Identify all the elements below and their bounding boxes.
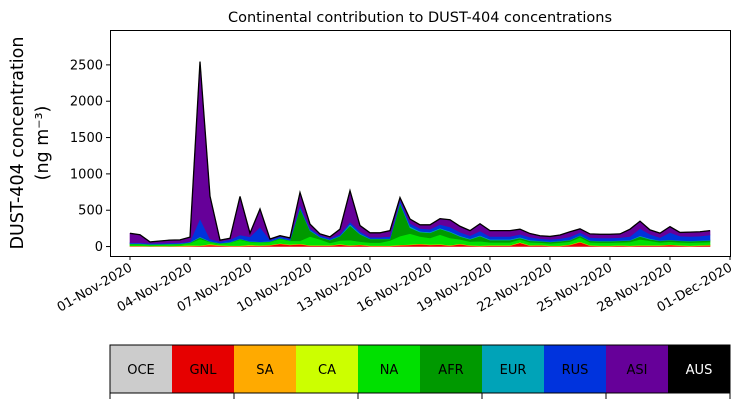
x-axis: 01-Nov-202004-Nov-202007-Nov-202010-Nov-… (55, 256, 735, 316)
legend-label-sa: SA (256, 363, 273, 378)
chart-title: Continental contribution to DUST-404 con… (228, 10, 612, 26)
legend-label-asi: ASI (627, 363, 648, 378)
y-axis-label-line1: DUST-404 concentration (8, 37, 28, 250)
y-axis-label-line2: (ng m⁻³) (33, 106, 53, 181)
y-tick-label: 0 (95, 240, 103, 255)
area-aus (130, 62, 710, 242)
legend-label-rus: RUS (562, 363, 589, 378)
legend-label-eur: EUR (500, 363, 527, 378)
y-axis-label: DUST-404 concentration (ng m⁻³) (8, 37, 53, 250)
legend-label-na: NA (380, 363, 399, 378)
legend-colorbar: OCE GNL SA CA NA AFR EUR RUS ASI AUS (110, 345, 731, 399)
legend-label-aus: AUS (686, 363, 713, 378)
y-tick-label: 1500 (70, 131, 103, 146)
legend-label-gnl: GNL (189, 363, 217, 378)
legend-label-ca: CA (318, 363, 336, 378)
y-axis: 0 500 1000 1500 2000 2500 (70, 58, 110, 255)
area-asi (130, 62, 710, 244)
y-tick-label: 1000 (70, 167, 103, 182)
y-tick-label: 2500 (70, 58, 103, 73)
y-tick-label: 500 (78, 204, 103, 219)
legend-label-oce: OCE (127, 363, 155, 378)
area-series-group (130, 62, 710, 247)
y-tick-label: 2000 (70, 95, 103, 110)
legend-label-afr: AFR (438, 363, 463, 378)
total-outline (130, 62, 710, 242)
